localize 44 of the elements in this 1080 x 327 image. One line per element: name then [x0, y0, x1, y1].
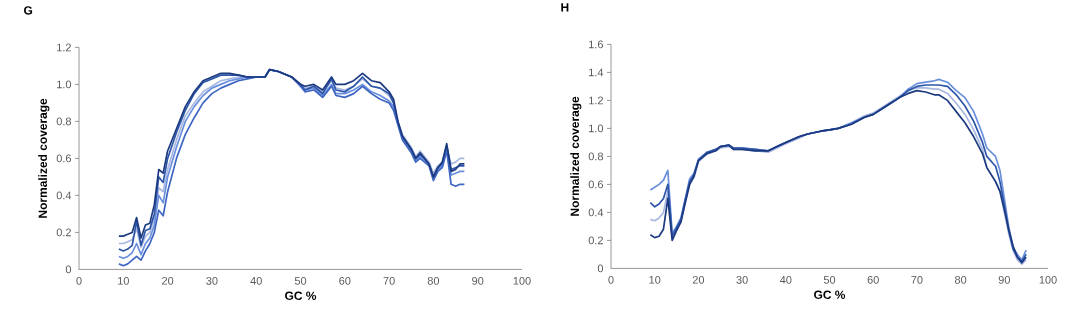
y-tick-label: 0.2	[56, 228, 71, 237]
y-tick-label: 0.6	[588, 180, 604, 189]
x-tick-label: 70	[911, 275, 923, 284]
x-tick-label: 20	[162, 276, 174, 285]
x-tick-label: 60	[867, 275, 879, 284]
x-tick-label: 90	[472, 276, 484, 285]
x-tick-label: 60	[339, 276, 351, 285]
y-tick-label: 0	[65, 265, 72, 274]
x-tick-label: 0	[608, 275, 614, 284]
x-tick-label: 70	[383, 276, 395, 285]
x-tick-label: 50	[294, 276, 307, 285]
x-tick-label: 90	[998, 275, 1010, 284]
chart-title: G	[24, 6, 33, 15]
chart-title: H	[561, 3, 569, 12]
x-tick-label: 100	[513, 276, 531, 285]
y-tick-label: 0.6	[56, 154, 72, 163]
y-tick-label: 0.8	[56, 117, 72, 126]
y-axis-title: Normalized coverage	[38, 98, 50, 218]
x-axis-title: GC %	[285, 291, 317, 300]
x-tick-label: 40	[250, 276, 262, 285]
x-tick-label: 0	[76, 276, 82, 285]
x-tick-label: 100	[1039, 275, 1057, 284]
y-axis-title: Normalized coverage	[570, 96, 582, 216]
x-tick-label: 80	[427, 276, 440, 285]
x-tick-label: 10	[118, 276, 129, 285]
x-tick-label: 50	[823, 275, 836, 284]
x-tick-label: 10	[649, 275, 661, 284]
y-tick-label: 1.6	[589, 40, 604, 49]
y-tick-label: 0.2	[588, 236, 603, 245]
x-axis-title: GC %	[814, 290, 846, 299]
y-tick-label: 1.4	[589, 68, 604, 76]
y-tick-label: 0.4	[56, 191, 72, 200]
x-tick-label: 30	[736, 275, 748, 284]
y-tick-label: 1.0	[57, 80, 72, 89]
x-tick-label: 30	[206, 276, 218, 285]
y-tick-label: 0.8	[588, 152, 604, 161]
y-tick-label: 1.2	[57, 43, 71, 52]
y-tick-label: 1.0	[589, 124, 604, 133]
y-tick-label: 0.4	[588, 208, 604, 217]
x-tick-label: 40	[779, 275, 792, 284]
y-tick-label: 0	[597, 264, 604, 273]
x-tick-label: 20	[692, 275, 705, 284]
x-tick-label: 80	[954, 275, 967, 284]
y-tick-label: 1.2	[589, 96, 603, 105]
